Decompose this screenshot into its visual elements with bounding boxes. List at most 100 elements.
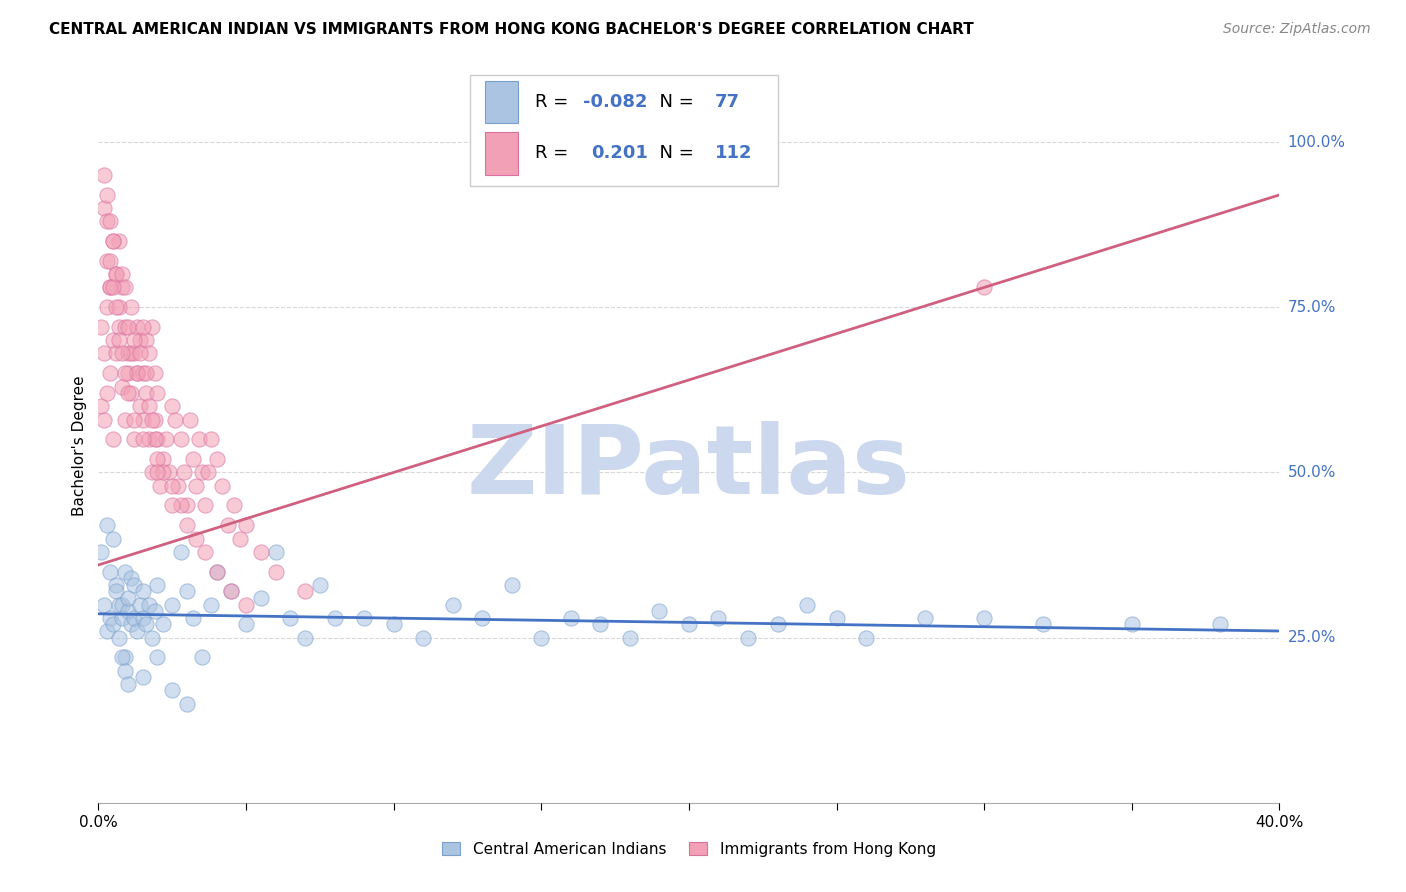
Point [98,611,121,625]
Point [135,386,157,401]
Point [93,201,115,215]
FancyBboxPatch shape [485,80,517,123]
Point [111,598,134,612]
Point [200,433,222,447]
Point [105,346,128,360]
Point [162,683,183,698]
Point [98,254,121,268]
Point [162,499,183,513]
Text: ZIPatlas: ZIPatlas [467,421,911,514]
Point [122,433,145,447]
Point [138,346,160,360]
Point [128,346,150,360]
Point [108,631,131,645]
Point [170,433,193,447]
Point [914,611,936,625]
Point [530,631,553,645]
Text: 25.0%: 25.0% [1288,630,1336,645]
Point [152,617,174,632]
Point [105,584,128,599]
Point [855,631,877,645]
Point [294,584,316,599]
Point [117,591,139,605]
Point [93,412,115,426]
Point [1209,617,1232,632]
Point [98,367,121,381]
Point [114,565,136,579]
Point [294,631,316,645]
Point [149,478,172,492]
Text: N =: N = [648,93,699,111]
Point [105,267,128,281]
Point [589,617,612,632]
Point [96,386,118,401]
Point [128,333,150,347]
Point [235,617,257,632]
Point [707,611,730,625]
Legend: Central American Indians, Immigrants from Hong Kong: Central American Indians, Immigrants fro… [436,836,942,863]
Point [96,518,118,533]
Point [117,320,139,334]
Point [157,466,180,480]
Y-axis label: Bachelor's Degree: Bachelor's Degree [72,376,87,516]
Point [323,611,346,625]
Point [235,518,257,533]
Point [197,466,219,480]
Point [128,400,150,414]
Point [132,670,155,684]
Point [170,545,193,559]
Point [194,545,217,559]
Point [105,267,128,281]
Point [280,611,302,625]
Point [96,254,118,268]
Point [250,591,273,605]
Point [117,367,139,381]
Point [211,478,233,492]
Point [114,367,136,381]
Text: 100.0%: 100.0% [1288,135,1346,150]
Point [114,280,136,294]
Point [132,611,155,625]
Point [162,400,183,414]
Point [187,433,209,447]
Point [973,280,995,294]
Point [111,267,134,281]
Point [125,624,148,638]
Point [648,604,671,618]
Point [146,433,169,447]
Point [128,598,150,612]
Point [103,433,125,447]
Point [96,214,118,228]
Point [737,631,759,645]
Point [162,478,183,492]
Point [181,452,204,467]
Point [105,300,128,314]
Point [108,300,131,314]
Point [162,598,183,612]
Point [103,617,125,632]
Point [176,584,198,599]
Point [93,598,115,612]
Point [111,379,134,393]
Point [135,333,157,347]
Point [135,367,157,381]
Point [108,333,131,347]
Point [117,604,139,618]
Point [96,300,118,314]
Point [143,604,166,618]
Point [135,617,157,632]
Point [125,320,148,334]
Point [98,280,121,294]
Point [141,412,163,426]
Point [143,433,166,447]
Point [217,518,239,533]
Point [90,320,112,334]
Point [98,214,121,228]
Text: CENTRAL AMERICAN INDIAN VS IMMIGRANTS FROM HONG KONG BACHELOR'S DEGREE CORRELATI: CENTRAL AMERICAN INDIAN VS IMMIGRANTS FR… [49,22,974,37]
Point [125,367,148,381]
Point [766,617,789,632]
Point [120,571,142,585]
Point [143,412,166,426]
Point [194,499,217,513]
Point [146,466,169,480]
